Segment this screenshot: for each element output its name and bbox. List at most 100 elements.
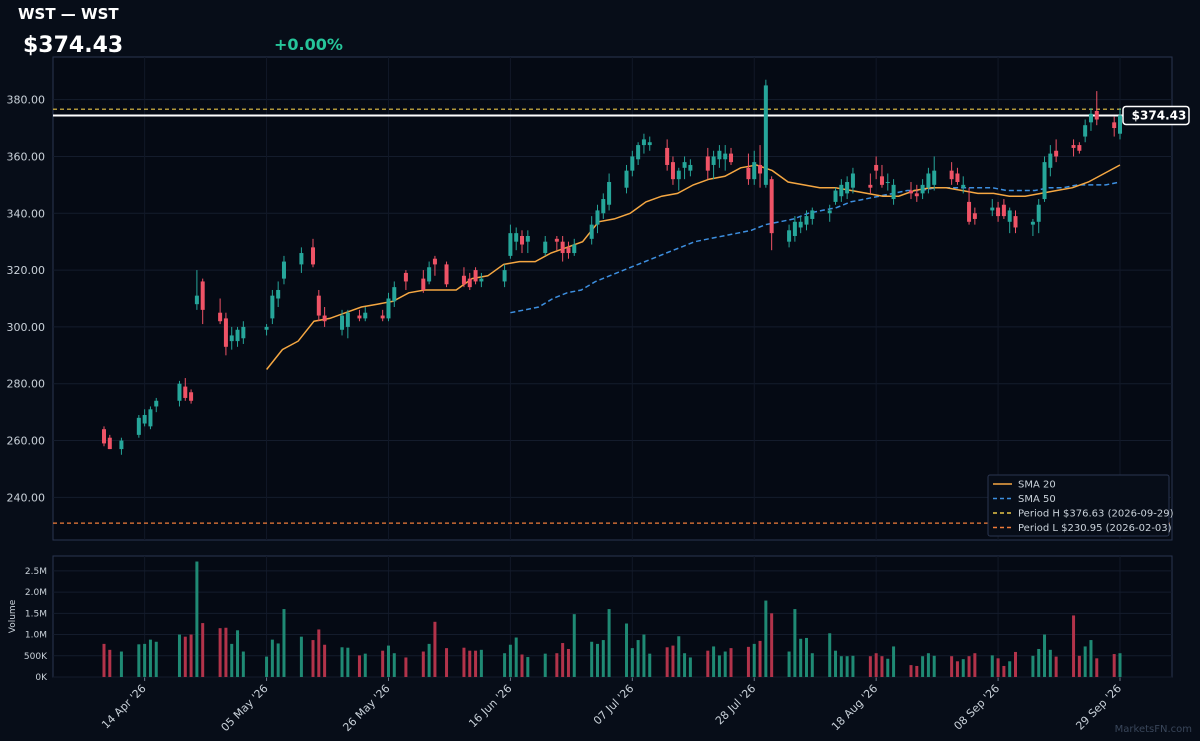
volume-bar [1112, 654, 1116, 677]
candle-body [711, 156, 716, 165]
candle-body [467, 278, 472, 288]
candle-body [432, 258, 437, 265]
volume-tick-label: 500K [24, 652, 48, 662]
candle-body [845, 182, 850, 194]
volume-bar [102, 643, 106, 677]
candle-body [560, 241, 565, 254]
candle-body [1094, 110, 1099, 120]
x-tick-label: 26 May '26 [340, 682, 392, 734]
volume-bar [265, 656, 269, 677]
volume-bar [445, 648, 449, 677]
volume-bar [892, 646, 896, 677]
candle-body [833, 190, 838, 202]
candle-body [461, 275, 466, 285]
candle-body [636, 145, 641, 160]
volume-bar [799, 638, 803, 677]
volume-bar [595, 643, 599, 677]
candle-body [392, 287, 397, 302]
candle-body [281, 261, 286, 279]
volume-bar [909, 665, 913, 677]
volume-bar [1054, 656, 1058, 677]
volume-bar [648, 653, 652, 677]
volume-bar [520, 654, 524, 677]
candle-body [1007, 210, 1012, 222]
candle-body [676, 170, 681, 180]
volume-bar [868, 656, 872, 677]
candle-body [787, 230, 792, 242]
volume-bar [683, 653, 687, 677]
candle-body [758, 164, 763, 174]
volume-bar [177, 634, 181, 677]
candle-body [473, 270, 478, 282]
volume-bar [636, 640, 640, 677]
candle-body [810, 210, 815, 219]
candle-body [1088, 113, 1093, 123]
candle-body [183, 386, 188, 398]
x-tick-label: 29 Sep '26 [1073, 682, 1124, 733]
candle-body [241, 326, 246, 339]
candle-body [798, 221, 803, 228]
volume-bar [508, 644, 512, 677]
volume-bar [996, 658, 1000, 677]
volume-bar [561, 643, 565, 677]
volume-bar [1037, 648, 1041, 677]
x-tick-label: 07 Jul '26 [591, 682, 636, 727]
volume-bar [607, 609, 611, 677]
chart-title: WST — WST [18, 5, 119, 23]
volume-bar [311, 640, 315, 677]
volume-bar [566, 648, 570, 677]
candle-body [601, 199, 606, 214]
candle-body [554, 238, 559, 242]
volume-bar [758, 640, 762, 677]
legend-entry: Period L $230.95 (2026-02-03) [1018, 523, 1172, 534]
candle-body [670, 162, 675, 180]
candle-body [380, 315, 385, 319]
volume-bar [746, 646, 750, 677]
volume-bar [723, 651, 727, 677]
candle-body [688, 164, 693, 171]
legend-entry: SMA 20 [1018, 480, 1056, 491]
candle-body [752, 162, 757, 180]
volume-bar [317, 629, 321, 677]
candle-body [235, 329, 240, 342]
volume-bar [357, 655, 361, 677]
candle-body [514, 233, 519, 242]
volume-bar [119, 651, 123, 677]
volume-bar [1013, 651, 1017, 677]
volume-bar [851, 655, 855, 677]
volume-bar [915, 665, 919, 677]
candle-body [107, 437, 112, 450]
candle-body [218, 312, 223, 322]
volume-bar [764, 600, 768, 677]
candle-body [311, 247, 316, 265]
volume-bar [427, 643, 431, 677]
volume-bar [717, 655, 721, 677]
candle-body [961, 184, 966, 188]
volume-bar [1048, 649, 1052, 677]
candle-body [990, 207, 995, 211]
volume-bar [183, 636, 187, 677]
candle-body [340, 315, 345, 330]
candle-body [630, 156, 635, 171]
volume-bar [729, 648, 733, 677]
volume-bar [665, 647, 669, 677]
candle-body [1077, 145, 1082, 151]
volume-bar [874, 653, 878, 677]
candle-body [177, 383, 182, 401]
candle-body [705, 156, 710, 171]
candle-body [908, 190, 913, 194]
candle-body [932, 170, 937, 185]
candle-body [119, 440, 124, 450]
candle-body [1030, 221, 1035, 225]
price-tick-label: 320.00 [7, 264, 46, 277]
volume-bar [381, 650, 385, 677]
candle-body [229, 335, 234, 342]
volume-bar [793, 609, 797, 677]
candle-body [1013, 216, 1018, 228]
candle-body [804, 216, 809, 225]
candle-body [502, 270, 507, 282]
volume-bar [282, 609, 286, 677]
legend-entry: Period H $376.63 (2026-09-29) [1018, 509, 1174, 520]
volume-bar [433, 621, 437, 677]
